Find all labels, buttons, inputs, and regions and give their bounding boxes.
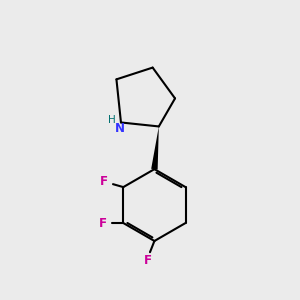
Text: F: F bbox=[100, 175, 108, 188]
Text: H: H bbox=[108, 115, 116, 125]
Text: F: F bbox=[144, 254, 152, 267]
Text: F: F bbox=[99, 217, 107, 230]
Polygon shape bbox=[151, 126, 159, 170]
Text: N: N bbox=[115, 122, 124, 135]
